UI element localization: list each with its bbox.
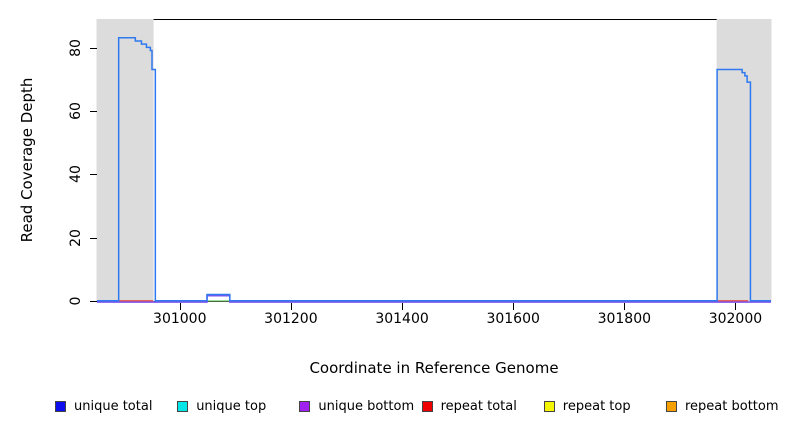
- legend-item-unique-bottom: unique bottom: [299, 396, 414, 416]
- legend-swatch-icon: [299, 400, 311, 412]
- unique-bottom-line: [97, 295, 771, 303]
- x-tick-label: 301000: [153, 311, 207, 327]
- legend-item-repeat-bottom: repeat bottom: [666, 396, 779, 416]
- shaded-repeat-region: [96, 19, 154, 302]
- legend-label: repeat total: [440, 398, 517, 414]
- y-tick: [90, 174, 97, 176]
- plot-area: [96, 19, 772, 303]
- legend-swatch-icon: [421, 400, 433, 412]
- legend-swatch-icon: [55, 400, 66, 412]
- legend-swatch-icon: [666, 400, 677, 412]
- legend-label: unique total: [74, 398, 153, 414]
- legend-item-repeat-total: repeat total: [421, 396, 517, 416]
- legend-swatch-icon: [543, 400, 555, 412]
- y-axis-title: Read Coverage Depth: [18, 77, 36, 243]
- y-tick: [90, 237, 97, 239]
- shaded-repeat-region: [716, 19, 772, 302]
- y-tick-label: 20: [68, 228, 84, 247]
- legend-label: repeat top: [562, 398, 631, 414]
- x-tick: [179, 303, 181, 310]
- legend-item-unique-top: unique top: [177, 396, 266, 416]
- plot-canvas: [96, 19, 772, 303]
- x-tick-label: 301800: [597, 311, 652, 327]
- x-tick-label: 301400: [375, 311, 429, 327]
- y-tick: [90, 47, 97, 49]
- y-tick: [90, 110, 97, 112]
- x-axis-title: Coordinate in Reference Genome: [309, 359, 559, 377]
- legend-label: repeat bottom: [685, 398, 779, 414]
- x-tick-label: 301600: [486, 311, 540, 327]
- y-tick-label: 60: [68, 101, 84, 120]
- plot-box: [97, 19, 771, 302]
- x-tick-label: 302000: [708, 311, 763, 327]
- y-tick-label: 40: [68, 165, 84, 184]
- x-tick: [624, 303, 626, 310]
- legend-swatch-icon: [177, 400, 189, 412]
- x-tick: [735, 303, 737, 310]
- legend: unique total unique top unique bottom repea…: [0, 396, 792, 420]
- unique-total-line: [97, 37, 771, 302]
- x-tick-label: 301200: [264, 311, 318, 327]
- legend-item-repeat-top: repeat top: [543, 396, 631, 416]
- y-tick: [90, 301, 97, 302]
- y-tick-label: 80: [68, 38, 84, 57]
- x-tick: [402, 303, 404, 310]
- legend-item-unique-total: unique total: [55, 396, 152, 416]
- legend-label: unique top: [196, 398, 267, 414]
- x-tick: [513, 303, 515, 310]
- x-tick: [290, 303, 292, 310]
- legend-label: unique bottom: [318, 398, 415, 414]
- y-tick-label: 0: [68, 296, 84, 306]
